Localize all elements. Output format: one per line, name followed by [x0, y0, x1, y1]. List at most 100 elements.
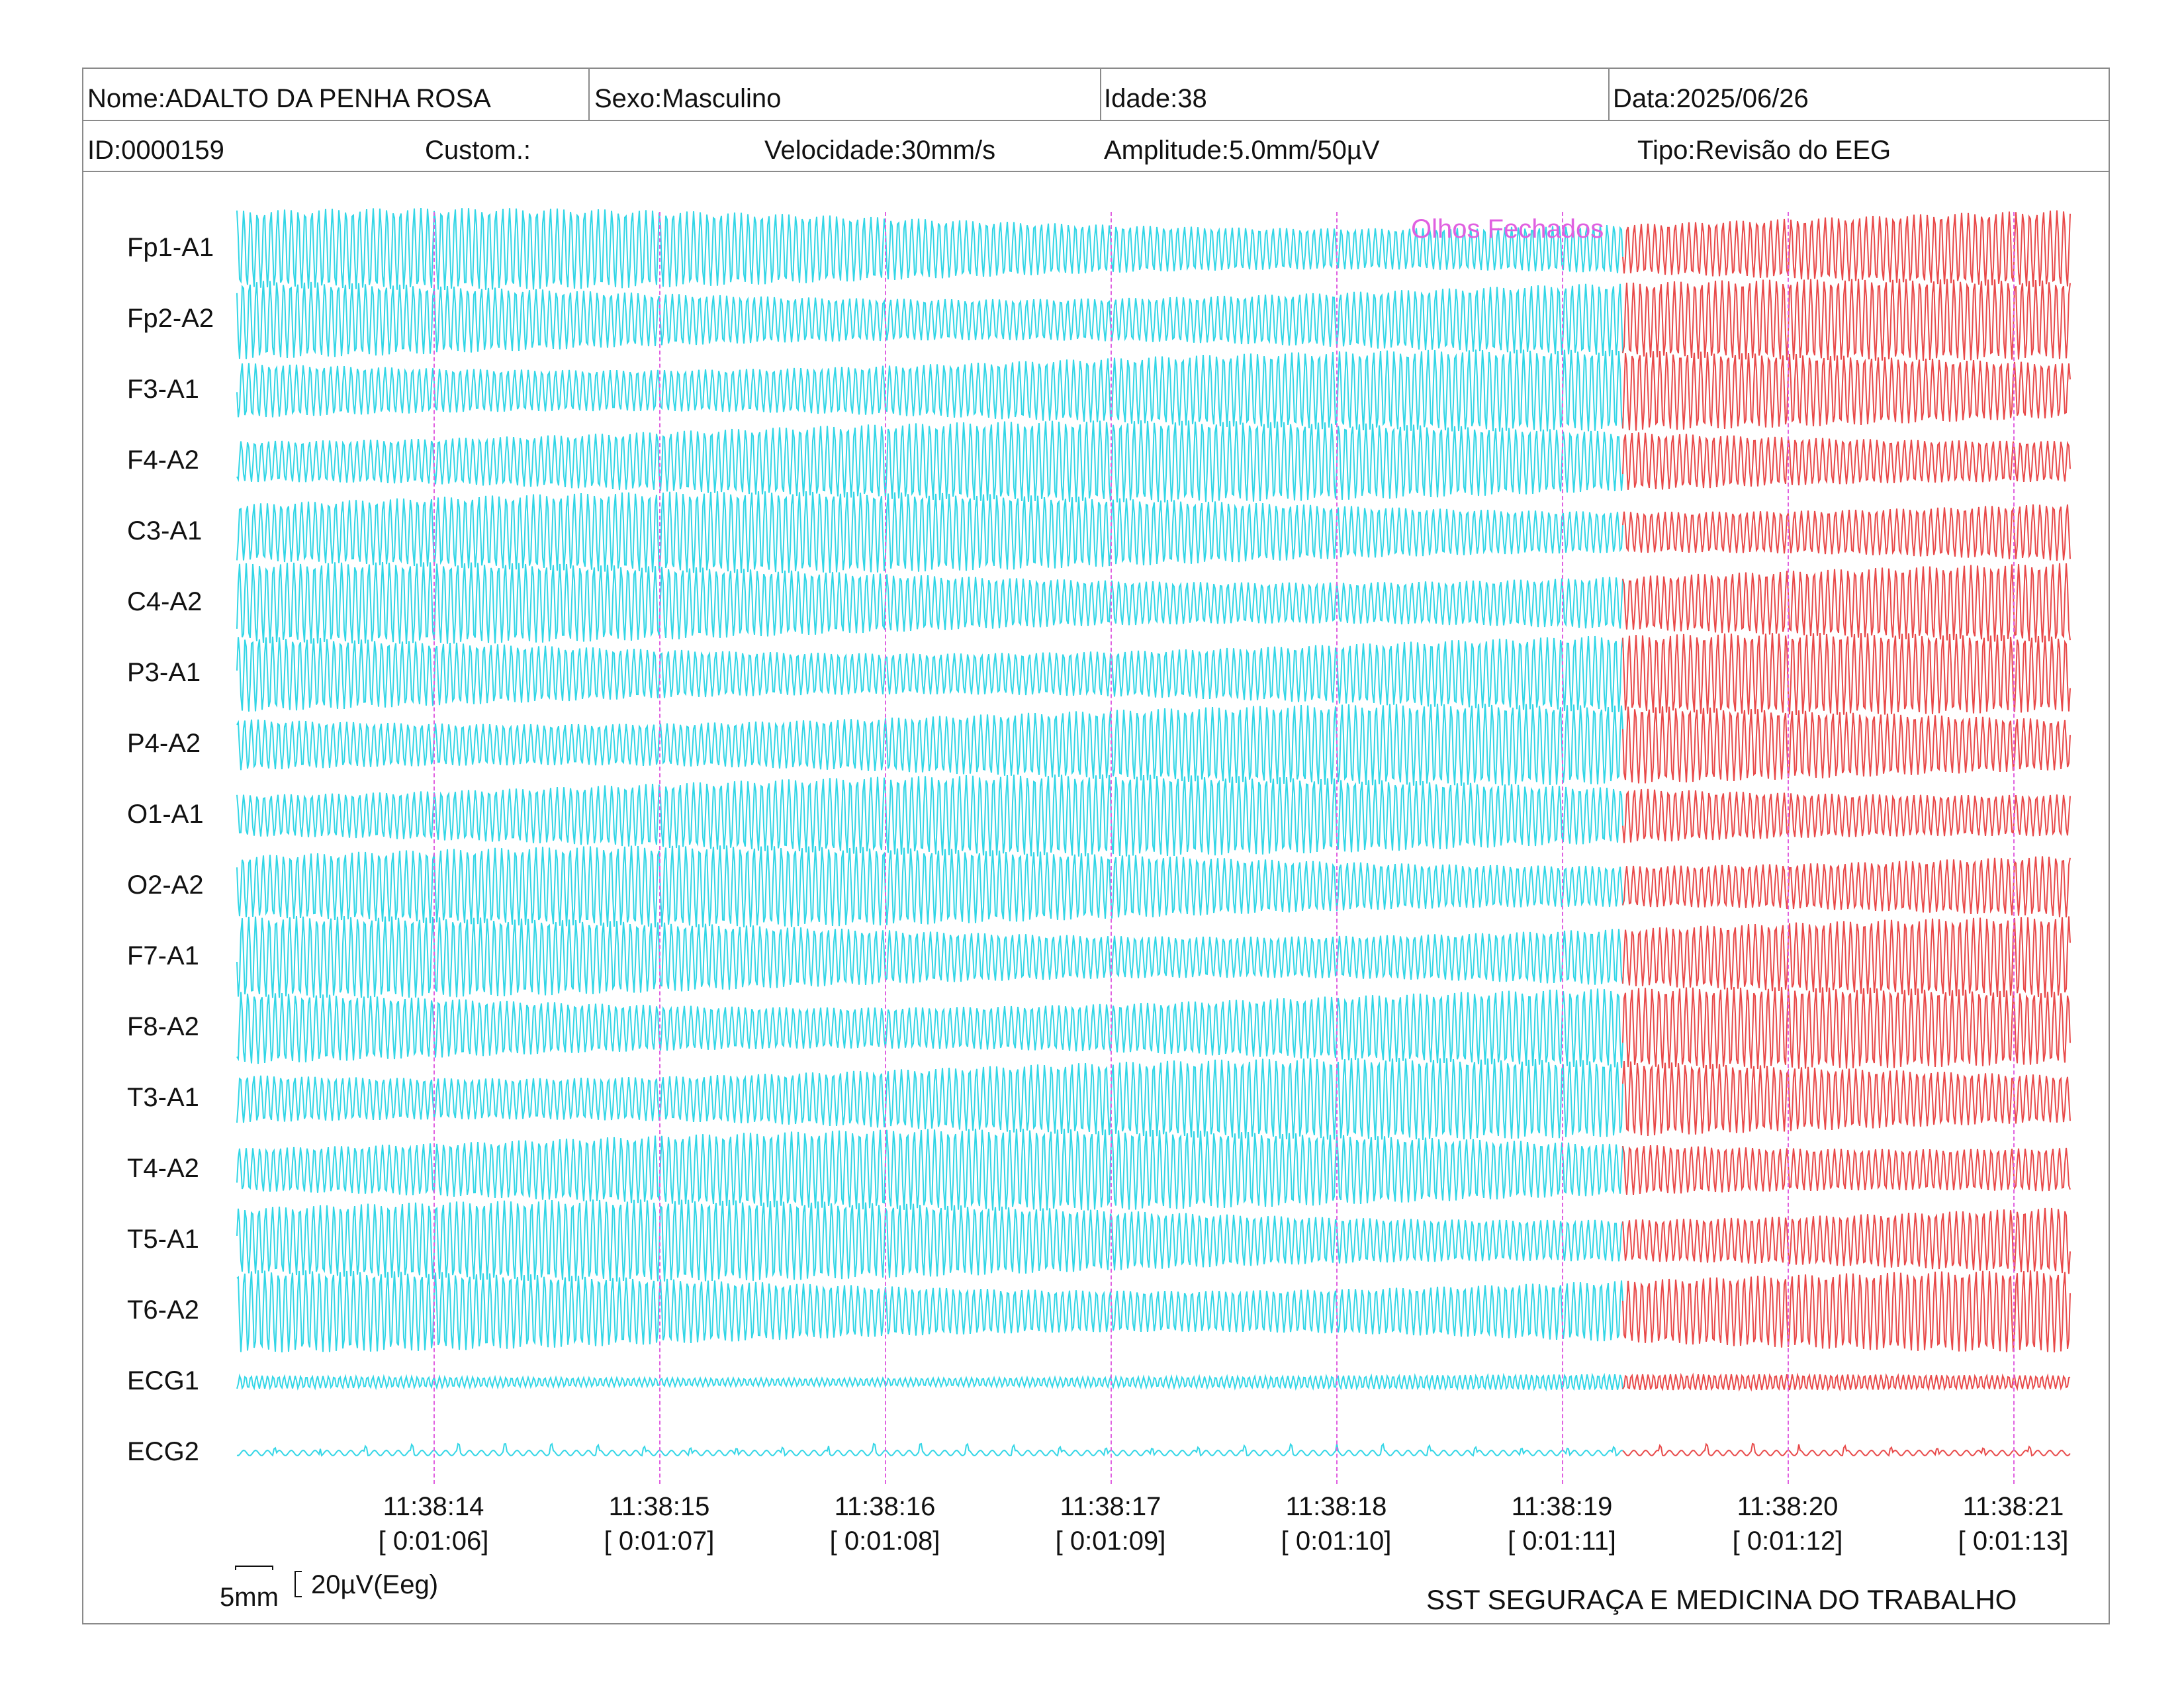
trace-p4-a2-before: [236, 703, 1623, 786]
header-divider-1: [82, 120, 2110, 121]
trace-t6-a2-before: [236, 1270, 1623, 1353]
time-marker-line: [1336, 212, 1338, 1484]
trace-c3-a1-after: [1622, 504, 2071, 561]
time-marker-line: [433, 212, 435, 1484]
channel-label-t3-a1: T3-A1: [127, 1083, 199, 1112]
trace-t5-a1-before: [236, 1199, 1623, 1282]
trace-fp2-a2-after: [1622, 279, 2071, 361]
trace-o2-a2-after: [1622, 856, 2071, 917]
header-cell-divider: [1608, 68, 1610, 120]
company-footer: SST SEGURAÇA E MEDICINA DO TRABALHO: [1426, 1584, 2017, 1615]
channel-label-f7-a1: F7-A1: [127, 941, 199, 970]
channel-label-fp2-a2: Fp2-A2: [127, 304, 214, 333]
time-tick-elapsed: [ 0:01:11]: [1508, 1526, 1616, 1556]
channel-label-ecg2: ECG2: [127, 1437, 199, 1466]
trace-ecg2-before: [236, 1442, 1623, 1457]
time-tick-label: 11:38:19 [ 0:01:11]: [1482, 1489, 1641, 1558]
time-tick-elapsed: [ 0:01:06]: [378, 1526, 489, 1556]
time-tick-label: 11:38:21 [ 0:01:13]: [1934, 1489, 2093, 1558]
time-tick-clock: 11:38:16: [834, 1492, 936, 1521]
exam-type: Tipo:Revisão do EEG: [1637, 136, 1891, 165]
header-divider-2: [82, 171, 2110, 172]
patient-sex: Sexo:Masculino: [594, 84, 782, 113]
trace-fp1-a1-before: [236, 208, 1623, 290]
report-frame: [82, 68, 2110, 1624]
channel-label-o1-a1: O1-A1: [127, 800, 204, 829]
trace-p3-a1-before: [236, 635, 1623, 713]
time-tick-clock: 11:38:21: [1962, 1492, 2064, 1521]
channel-label-c4-a2: C4-A2: [127, 587, 203, 616]
scale-horizontal: 5mm: [220, 1583, 279, 1612]
channel-label-ecg1: ECG1: [127, 1366, 199, 1395]
trace-p4-a2-after: [1622, 706, 2071, 784]
channel-label-t5-a1: T5-A1: [127, 1225, 199, 1254]
time-tick-elapsed: [ 0:01:07]: [604, 1526, 715, 1556]
trace-o2-a2-before: [236, 845, 1623, 927]
channel-label-o2-a2: O2-A2: [127, 870, 204, 900]
trace-t4-a2-before: [236, 1129, 1623, 1211]
trace-ecg2-after: [1622, 1442, 2071, 1457]
time-tick-elapsed: [ 0:01:10]: [1281, 1526, 1392, 1556]
time-tick-label: 11:38:14 [ 0:01:06]: [354, 1489, 513, 1558]
patient-age: Idade:38: [1104, 84, 1207, 113]
trace-f7-a1-after: [1622, 916, 2071, 998]
scale-bar-icon: [235, 1566, 302, 1597]
channel-label-f8-a2: F8-A2: [127, 1012, 199, 1041]
trace-p3-a1-after: [1622, 633, 2071, 715]
channel-label-t4-a2: T4-A2: [127, 1154, 199, 1183]
time-marker-line: [1562, 212, 1563, 1484]
trace-ecg1-after: [1622, 1372, 2071, 1392]
exam-date: Data:2025/06/26: [1613, 84, 1809, 113]
trace-f4-a2-after: [1622, 432, 2071, 490]
time-tick-clock: 11:38:15: [608, 1492, 710, 1521]
trace-t3-a1-before: [236, 1057, 1623, 1140]
trace-f3-a1-before: [236, 350, 1623, 432]
channel-label-f4-a2: F4-A2: [127, 445, 199, 475]
time-marker-line: [2013, 212, 2015, 1484]
time-tick-label: 11:38:20 [ 0:01:12]: [1708, 1489, 1867, 1558]
trace-f8-a2-before: [236, 988, 1623, 1068]
amplitude-setting: Amplitude:5.0mm/50µV: [1104, 136, 1380, 165]
channel-label-f3-a1: F3-A1: [127, 375, 199, 404]
event-label-eyes-closed: Olhos Fechados: [1411, 214, 1604, 244]
channel-label-c3-a1: C3-A1: [127, 516, 203, 545]
header-cell-divider: [1100, 68, 1101, 120]
time-tick-label: 11:38:15 [ 0:01:07]: [580, 1489, 739, 1558]
time-marker-line: [1111, 212, 1112, 1484]
time-tick-label: 11:38:17 [ 0:01:09]: [1031, 1489, 1190, 1558]
trace-f3-a1-after: [1622, 351, 2071, 431]
header-cell-divider: [588, 68, 590, 120]
time-marker-line: [1788, 212, 1789, 1484]
time-tick-elapsed: [ 0:01:09]: [1055, 1526, 1166, 1556]
time-tick-elapsed: [ 0:01:08]: [829, 1526, 940, 1556]
trace-fp2-a2-before: [236, 281, 1623, 359]
trace-f4-a2-before: [236, 420, 1623, 502]
time-tick-elapsed: [ 0:01:12]: [1732, 1526, 1843, 1556]
time-tick-label: 11:38:18 [ 0:01:10]: [1257, 1489, 1416, 1558]
time-tick-clock: 11:38:17: [1060, 1492, 1161, 1521]
custom-field: Custom.:: [425, 136, 531, 165]
trace-o1-a1-after: [1622, 788, 2071, 843]
time-marker-line: [659, 212, 660, 1484]
time-tick-clock: 11:38:20: [1737, 1492, 1839, 1521]
scale-vertical: 20µV(Eeg): [311, 1570, 439, 1599]
channel-label-t6-a2: T6-A2: [127, 1295, 199, 1325]
trace-c3-a1-before: [236, 491, 1623, 573]
trace-f7-a1-before: [236, 915, 1623, 999]
patient-name: Nome:ADALTO DA PENHA ROSA: [87, 84, 491, 113]
time-tick-clock: 11:38:18: [1285, 1492, 1387, 1521]
time-tick-elapsed: [ 0:01:13]: [1958, 1526, 2069, 1556]
channel-label-fp1-a1: Fp1-A1: [127, 233, 214, 262]
time-marker-line: [885, 212, 886, 1484]
time-tick-clock: 11:38:14: [383, 1492, 484, 1521]
time-tick-label: 11:38:16 [ 0:01:08]: [805, 1489, 964, 1558]
time-tick-clock: 11:38:19: [1511, 1492, 1613, 1521]
channel-label-p3-a1: P3-A1: [127, 658, 201, 687]
trace-t6-a2-after: [1622, 1270, 2071, 1352]
channel-label-p4-a2: P4-A2: [127, 729, 201, 758]
trace-t4-a2-after: [1622, 1145, 2071, 1195]
trace-o1-a1-before: [236, 774, 1623, 857]
speed-setting: Velocidade:30mm/s: [764, 136, 996, 165]
trace-ecg1-before: [236, 1372, 1623, 1392]
